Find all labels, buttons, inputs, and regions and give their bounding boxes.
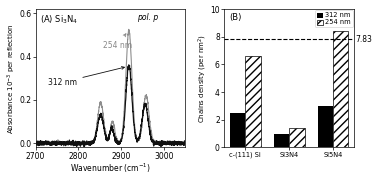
Text: 7.83: 7.83 xyxy=(356,35,372,44)
Bar xyxy=(274,134,289,148)
Bar xyxy=(333,31,349,148)
Text: 312 nm: 312 nm xyxy=(48,67,124,87)
Legend: 312 nm, 254 nm: 312 nm, 254 nm xyxy=(315,10,353,27)
Bar xyxy=(245,56,261,148)
Text: pol. p: pol. p xyxy=(138,13,159,22)
Bar xyxy=(230,113,245,148)
Text: (A) Si$_3$N$_4$: (A) Si$_3$N$_4$ xyxy=(40,13,79,26)
Bar xyxy=(318,106,333,148)
Text: (B): (B) xyxy=(229,13,242,22)
Y-axis label: Absorbance 10$^{-3}$ per reflection: Absorbance 10$^{-3}$ per reflection xyxy=(6,23,18,134)
Y-axis label: Chains density (per nm$^2$): Chains density (per nm$^2$) xyxy=(197,34,209,123)
Text: 254 nm: 254 nm xyxy=(103,34,132,50)
Bar xyxy=(289,128,305,148)
X-axis label: Wavenumber (cm$^{-1}$): Wavenumber (cm$^{-1}$) xyxy=(70,162,151,175)
